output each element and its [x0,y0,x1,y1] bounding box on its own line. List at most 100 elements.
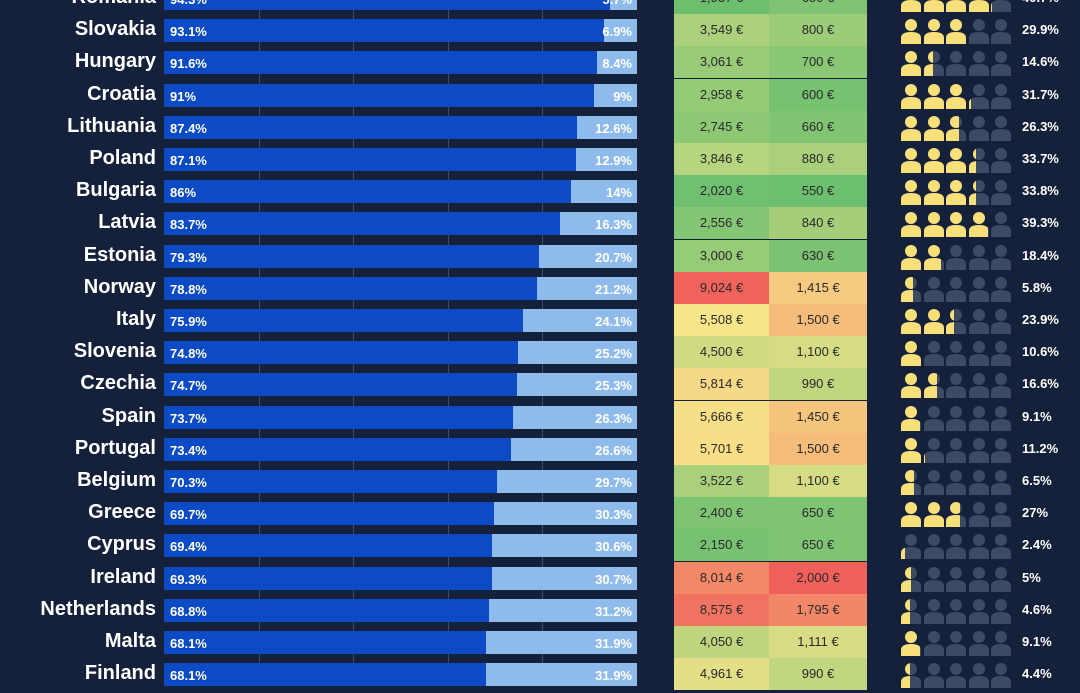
person-icon [968,276,990,302]
share-label: 31.7% [1022,87,1059,102]
table-row: Romania94.3%5.7%1,937 €650 €40.7% [0,0,1080,14]
owner-segment [164,406,513,429]
owner-label: 94.3% [170,0,207,7]
owner-label: 87.4% [170,121,207,136]
heat-cell-rent: 2,000 € [769,562,867,594]
person-icons [900,211,1012,237]
person-icon [900,147,922,173]
share-label: 33.7% [1022,151,1059,166]
owner-segment [164,470,497,493]
stacked-bar: 93.1%6.9% [164,19,637,42]
heat-cell-price: 9,024 € [674,272,769,304]
person-icon [990,566,1012,592]
owner-segment [164,341,518,364]
share-label: 2.4% [1022,537,1052,552]
tenant-label: 25.3% [595,378,632,393]
person-icon [945,533,967,559]
owner-label: 74.7% [170,378,207,393]
stacked-bar: 73.4%26.6% [164,438,637,461]
owner-segment [164,373,517,396]
share-label: 16.6% [1022,376,1059,391]
person-icon [990,372,1012,398]
person-icon [900,533,922,559]
owner-segment [164,277,537,300]
share-label: 29.9% [1022,22,1059,37]
person-icon [923,533,945,559]
share-label: 4.6% [1022,602,1052,617]
owner-label: 83.7% [170,217,207,232]
heat-cell-rent: 700 € [769,46,867,78]
person-icon [900,372,922,398]
owner-segment [164,502,494,525]
person-icon [968,340,990,366]
share-label: 33.8% [1022,183,1059,198]
owner-segment [164,309,523,332]
person-icon [990,179,1012,205]
owner-label: 78.8% [170,282,207,297]
person-icon [968,533,990,559]
owner-segment [164,599,489,622]
person-icon [923,276,945,302]
tenant-label: 14% [606,185,632,200]
country-label: Estonia [84,244,156,267]
person-icon [923,18,945,44]
share-label: 9.1% [1022,409,1052,424]
owner-label: 68.1% [170,636,207,651]
person-icon [900,437,922,463]
heat-cell-price: 2,745 € [674,111,769,143]
person-icons [900,437,1012,463]
person-icons [900,308,1012,334]
heat-cell-rent: 990 € [769,658,867,690]
person-icon [900,469,922,495]
country-label: Slovakia [75,18,156,41]
person-icon [990,83,1012,109]
heat-cell-price: 5,508 € [674,304,769,336]
person-icon [900,276,922,302]
tenant-label: 8.4% [602,56,632,71]
person-icon [923,308,945,334]
person-icon [900,308,922,334]
person-icon [900,83,922,109]
person-icons [900,405,1012,431]
heat-cell-price: 2,400 € [674,497,769,529]
share-label: 18.4% [1022,248,1059,263]
heat-cell-rent: 1,500 € [769,304,867,336]
tenant-label: 29.7% [595,475,632,490]
person-icon [923,566,945,592]
person-icon [945,244,967,270]
stacked-bar: 86%14% [164,180,637,203]
country-label: Finland [85,662,156,685]
country-label: Croatia [87,83,156,106]
owner-label: 68.8% [170,604,207,619]
heat-cell-price: 3,846 € [674,143,769,175]
person-icon [945,662,967,688]
owner-segment [164,51,597,74]
share-label: 14.6% [1022,54,1059,69]
heat-cell-rent: 600 € [769,79,867,111]
person-icon [945,276,967,302]
heat-cell-price: 3,061 € [674,46,769,78]
heat-cell-rent: 800 € [769,14,867,46]
person-icon [900,501,922,527]
stacked-bar: 91.6%8.4% [164,51,637,74]
person-icons [900,0,1012,12]
person-icon [900,115,922,141]
country-label: Romania [72,0,156,9]
person-icon [900,244,922,270]
person-icon [900,630,922,656]
person-icon [968,598,990,624]
person-icon [923,50,945,76]
owner-label: 69.3% [170,572,207,587]
tenant-label: 12.6% [595,121,632,136]
heat-cell-price: 2,020 € [674,175,769,207]
owner-segment [164,567,492,590]
owner-segment [164,438,511,461]
